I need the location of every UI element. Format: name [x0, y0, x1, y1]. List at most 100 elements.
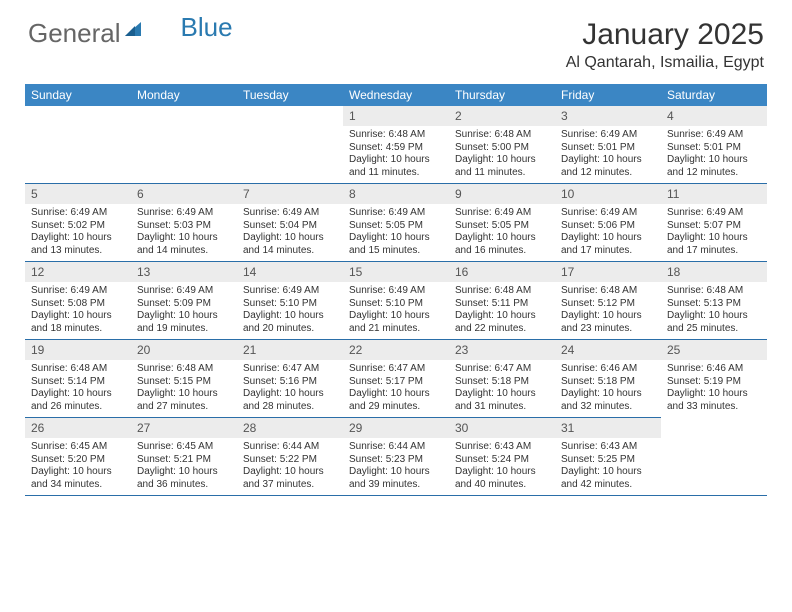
- calendar-cell: 18Sunrise: 6:48 AMSunset: 5:13 PMDayligh…: [661, 261, 767, 339]
- calendar-cell: 27Sunrise: 6:45 AMSunset: 5:21 PMDayligh…: [131, 417, 237, 495]
- day-number: 4: [661, 106, 767, 126]
- weekday-header: Thursday: [449, 84, 555, 106]
- day-details: Sunrise: 6:46 AMSunset: 5:18 PMDaylight:…: [555, 360, 661, 417]
- logo: General Blue: [28, 18, 233, 49]
- calendar-cell: 17Sunrise: 6:48 AMSunset: 5:12 PMDayligh…: [555, 261, 661, 339]
- day-number: 10: [555, 183, 661, 204]
- weekday-header: Wednesday: [343, 84, 449, 106]
- day-number: 9: [449, 183, 555, 204]
- calendar-cell: 21Sunrise: 6:47 AMSunset: 5:16 PMDayligh…: [237, 339, 343, 417]
- calendar-cell: 8Sunrise: 6:49 AMSunset: 5:05 PMDaylight…: [343, 183, 449, 261]
- calendar-cell: 14Sunrise: 6:49 AMSunset: 5:10 PMDayligh…: [237, 261, 343, 339]
- day-number: 24: [555, 339, 661, 360]
- day-number: 16: [449, 261, 555, 282]
- calendar-cell: 30Sunrise: 6:43 AMSunset: 5:24 PMDayligh…: [449, 417, 555, 495]
- day-number: 14: [237, 261, 343, 282]
- day-number: 27: [131, 417, 237, 438]
- day-number: 8: [343, 183, 449, 204]
- day-number: 30: [449, 417, 555, 438]
- day-details: Sunrise: 6:45 AMSunset: 5:20 PMDaylight:…: [25, 438, 131, 495]
- day-details: Sunrise: 6:49 AMSunset: 5:01 PMDaylight:…: [555, 126, 661, 183]
- calendar-cell: 16Sunrise: 6:48 AMSunset: 5:11 PMDayligh…: [449, 261, 555, 339]
- day-details: Sunrise: 6:49 AMSunset: 5:09 PMDaylight:…: [131, 282, 237, 339]
- calendar-week-row: 5Sunrise: 6:49 AMSunset: 5:02 PMDaylight…: [25, 183, 767, 261]
- weekday-header: Saturday: [661, 84, 767, 106]
- day-details: Sunrise: 6:47 AMSunset: 5:18 PMDaylight:…: [449, 360, 555, 417]
- calendar-cell: 23Sunrise: 6:47 AMSunset: 5:18 PMDayligh…: [449, 339, 555, 417]
- day-details: Sunrise: 6:47 AMSunset: 5:17 PMDaylight:…: [343, 360, 449, 417]
- calendar-cell: 29Sunrise: 6:44 AMSunset: 5:23 PMDayligh…: [343, 417, 449, 495]
- day-details: Sunrise: 6:48 AMSunset: 4:59 PMDaylight:…: [343, 126, 449, 183]
- day-number: 7: [237, 183, 343, 204]
- calendar-cell: 31Sunrise: 6:43 AMSunset: 5:25 PMDayligh…: [555, 417, 661, 495]
- calendar-cell: 2Sunrise: 6:48 AMSunset: 5:00 PMDaylight…: [449, 106, 555, 183]
- calendar-cell: 20Sunrise: 6:48 AMSunset: 5:15 PMDayligh…: [131, 339, 237, 417]
- day-number: 18: [661, 261, 767, 282]
- day-details: Sunrise: 6:49 AMSunset: 5:08 PMDaylight:…: [25, 282, 131, 339]
- day-number: 25: [661, 339, 767, 360]
- calendar-cell: 24Sunrise: 6:46 AMSunset: 5:18 PMDayligh…: [555, 339, 661, 417]
- day-details: Sunrise: 6:49 AMSunset: 5:10 PMDaylight:…: [237, 282, 343, 339]
- day-details: Sunrise: 6:43 AMSunset: 5:24 PMDaylight:…: [449, 438, 555, 495]
- calendar-cell: [237, 106, 343, 183]
- logo-text-gray: General: [28, 18, 121, 49]
- day-number: 29: [343, 417, 449, 438]
- day-number: 31: [555, 417, 661, 438]
- day-number: 2: [449, 106, 555, 126]
- calendar-cell: [131, 106, 237, 183]
- calendar-cell: 3Sunrise: 6:49 AMSunset: 5:01 PMDaylight…: [555, 106, 661, 183]
- month-title: January 2025: [566, 18, 764, 52]
- day-number: 19: [25, 339, 131, 360]
- day-details: Sunrise: 6:49 AMSunset: 5:04 PMDaylight:…: [237, 204, 343, 261]
- calendar-cell: 11Sunrise: 6:49 AMSunset: 5:07 PMDayligh…: [661, 183, 767, 261]
- calendar-head: SundayMondayTuesdayWednesdayThursdayFrid…: [25, 84, 767, 106]
- weekday-header: Monday: [131, 84, 237, 106]
- day-number: 22: [343, 339, 449, 360]
- calendar-cell: 19Sunrise: 6:48 AMSunset: 5:14 PMDayligh…: [25, 339, 131, 417]
- day-number: 15: [343, 261, 449, 282]
- calendar-cell: 4Sunrise: 6:49 AMSunset: 5:01 PMDaylight…: [661, 106, 767, 183]
- calendar-cell: 26Sunrise: 6:45 AMSunset: 5:20 PMDayligh…: [25, 417, 131, 495]
- day-details: Sunrise: 6:44 AMSunset: 5:23 PMDaylight:…: [343, 438, 449, 495]
- day-details: Sunrise: 6:48 AMSunset: 5:13 PMDaylight:…: [661, 282, 767, 339]
- title-block: January 2025 Al Qantarah, Ismailia, Egyp…: [566, 18, 764, 72]
- calendar-cell: 7Sunrise: 6:49 AMSunset: 5:04 PMDaylight…: [237, 183, 343, 261]
- day-number: 12: [25, 261, 131, 282]
- day-number: 23: [449, 339, 555, 360]
- weekday-header: Friday: [555, 84, 661, 106]
- calendar-cell: [661, 417, 767, 495]
- calendar-cell: 9Sunrise: 6:49 AMSunset: 5:05 PMDaylight…: [449, 183, 555, 261]
- day-details: Sunrise: 6:44 AMSunset: 5:22 PMDaylight:…: [237, 438, 343, 495]
- calendar-cell: 10Sunrise: 6:49 AMSunset: 5:06 PMDayligh…: [555, 183, 661, 261]
- day-details: Sunrise: 6:49 AMSunset: 5:06 PMDaylight:…: [555, 204, 661, 261]
- day-number: 26: [25, 417, 131, 438]
- calendar-week-row: 1Sunrise: 6:48 AMSunset: 4:59 PMDaylight…: [25, 106, 767, 183]
- bottom-rule: [25, 495, 767, 496]
- day-details: Sunrise: 6:45 AMSunset: 5:21 PMDaylight:…: [131, 438, 237, 495]
- calendar-cell: 13Sunrise: 6:49 AMSunset: 5:09 PMDayligh…: [131, 261, 237, 339]
- calendar-cell: 25Sunrise: 6:46 AMSunset: 5:19 PMDayligh…: [661, 339, 767, 417]
- calendar-cell: [25, 106, 131, 183]
- day-details: Sunrise: 6:46 AMSunset: 5:19 PMDaylight:…: [661, 360, 767, 417]
- day-details: Sunrise: 6:49 AMSunset: 5:02 PMDaylight:…: [25, 204, 131, 261]
- page-header: General Blue January 2025 Al Qantarah, I…: [0, 0, 792, 78]
- calendar-cell: 28Sunrise: 6:44 AMSunset: 5:22 PMDayligh…: [237, 417, 343, 495]
- day-number: 21: [237, 339, 343, 360]
- day-details: Sunrise: 6:49 AMSunset: 5:05 PMDaylight:…: [343, 204, 449, 261]
- day-details: Sunrise: 6:48 AMSunset: 5:14 PMDaylight:…: [25, 360, 131, 417]
- day-number: 17: [555, 261, 661, 282]
- day-number: 28: [237, 417, 343, 438]
- day-number: 11: [661, 183, 767, 204]
- calendar-cell: 5Sunrise: 6:49 AMSunset: 5:02 PMDaylight…: [25, 183, 131, 261]
- calendar-table: SundayMondayTuesdayWednesdayThursdayFrid…: [25, 84, 767, 495]
- logo-sail-icon: [123, 20, 145, 47]
- calendar-week-row: 26Sunrise: 6:45 AMSunset: 5:20 PMDayligh…: [25, 417, 767, 495]
- day-details: Sunrise: 6:48 AMSunset: 5:00 PMDaylight:…: [449, 126, 555, 183]
- day-details: Sunrise: 6:49 AMSunset: 5:01 PMDaylight:…: [661, 126, 767, 183]
- logo-text-blue: Blue: [181, 12, 233, 43]
- calendar-cell: 6Sunrise: 6:49 AMSunset: 5:03 PMDaylight…: [131, 183, 237, 261]
- calendar-week-row: 12Sunrise: 6:49 AMSunset: 5:08 PMDayligh…: [25, 261, 767, 339]
- day-number: 1: [343, 106, 449, 126]
- day-number: 5: [25, 183, 131, 204]
- day-number: 13: [131, 261, 237, 282]
